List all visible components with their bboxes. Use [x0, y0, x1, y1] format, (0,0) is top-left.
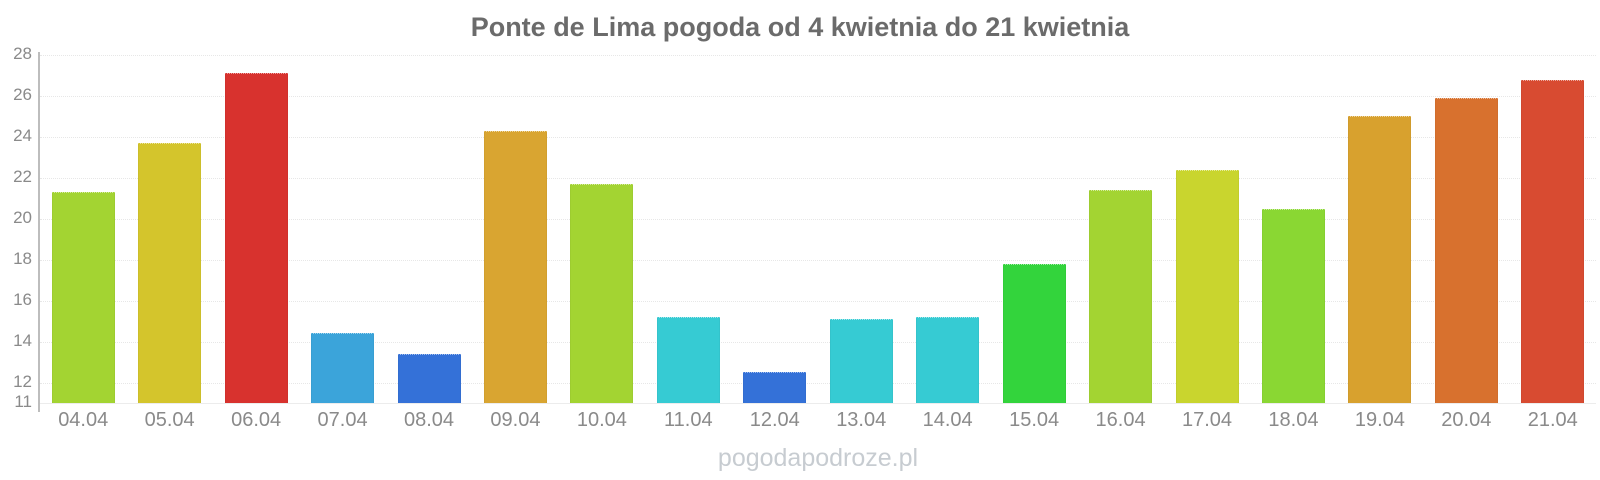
bar-05.04	[138, 143, 202, 403]
y-axis-tick-label: 12	[13, 371, 32, 391]
x-axis-tick-label: 10.04	[576, 409, 627, 431]
y-axis-tick-label: 16	[13, 289, 32, 309]
bar-15.04	[1002, 263, 1066, 403]
bar-16.04	[1089, 190, 1153, 403]
x-axis-tick-label: 21.04	[1527, 409, 1578, 431]
y-axis-tick-label: 22	[13, 166, 32, 186]
gridline-18	[40, 259, 1596, 261]
bar-04.04	[51, 192, 115, 403]
bar-09.04	[483, 130, 547, 403]
x-axis-tick-label: 11.04	[664, 409, 713, 431]
gridline-14	[40, 341, 1596, 343]
x-axis-tick-label: 05.04	[144, 409, 195, 431]
gridline-16	[40, 300, 1596, 302]
x-axis-tick-label: 17.04	[1181, 409, 1233, 431]
chart-title: Ponte de Lima pogoda od 4 kwietnia do 21…	[470, 12, 1130, 42]
gridline-20	[40, 218, 1596, 220]
bar-20.04	[1434, 97, 1498, 403]
watermark: pogodapodroze.pl	[717, 444, 919, 472]
x-axis-tick-label: 15.04	[1009, 409, 1060, 431]
x-axis-tick-label: 20.04	[1441, 409, 1492, 431]
x-axis-tick-label: 04.04	[58, 409, 109, 431]
bar-11.04	[656, 317, 720, 403]
y-axis-tick-label: 14	[13, 330, 32, 350]
bar-06.04	[224, 73, 288, 403]
x-axis-tick-label: 09.04	[490, 409, 541, 431]
gridline-22	[40, 177, 1596, 179]
x-axis-tick-label: 06.04	[231, 409, 282, 431]
bar-14.04	[916, 317, 980, 403]
y-axis-line	[38, 52, 40, 412]
y-axis-tick-label: 11	[14, 392, 32, 411]
gridline-26	[40, 95, 1596, 97]
bar-13.04	[829, 319, 893, 403]
x-axis-tick-label: 13.04	[836, 409, 887, 431]
bar-07.04	[311, 333, 375, 403]
gridline-28	[40, 55, 1596, 56]
x-axis-tick-label: 19.04	[1354, 409, 1405, 431]
bar-18.04	[1261, 208, 1325, 403]
y-axis-tick-label: 18	[13, 248, 32, 268]
x-axis-tick-label: 08.04	[403, 409, 455, 431]
y-axis-tick-label: 20	[13, 207, 32, 227]
bar-17.04	[1175, 169, 1239, 403]
gridline-11	[40, 403, 1596, 404]
gridline-24	[40, 136, 1596, 138]
y-axis-tick-label: 24	[13, 125, 32, 145]
x-axis-tick-label: 14.04	[922, 409, 973, 431]
bar-12.04	[743, 372, 807, 403]
x-axis-tick-label: 18.04	[1268, 409, 1319, 431]
y-axis-tick-label: 26	[13, 84, 32, 104]
bar-10.04	[570, 183, 634, 403]
y-axis-tick-label: 28	[13, 44, 32, 63]
x-axis-tick-label: 16.04	[1095, 409, 1146, 431]
bar-08.04	[397, 353, 461, 403]
gridline-12	[40, 382, 1596, 384]
x-axis-tick-label: 07.04	[317, 409, 368, 431]
x-axis-tick-label: 12.04	[749, 409, 800, 431]
bar-19.04	[1348, 116, 1412, 403]
bar-21.04	[1521, 79, 1585, 403]
